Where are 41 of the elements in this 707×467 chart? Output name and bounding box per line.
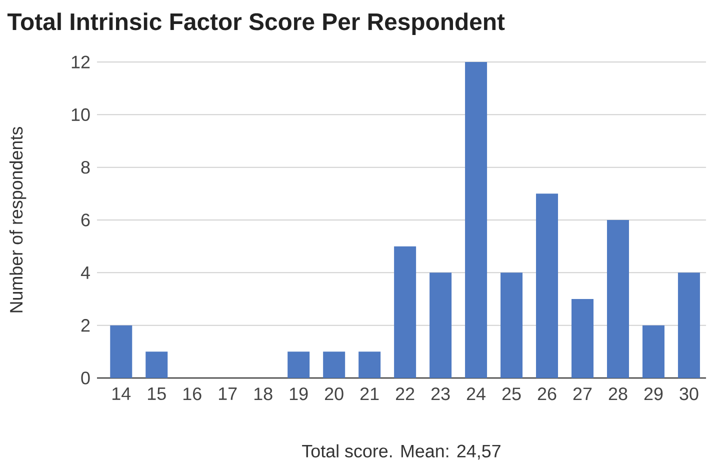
x-tick-label: 26 xyxy=(538,388,556,400)
x-tick-label: 14 xyxy=(112,388,131,400)
bar xyxy=(642,325,664,378)
bar xyxy=(678,272,700,378)
y-axis-title: Number of respondents xyxy=(9,126,26,312)
bar xyxy=(394,246,416,378)
x-tick-label: 15 xyxy=(148,388,166,400)
bar xyxy=(146,352,168,378)
x-tick-label: 17 xyxy=(218,388,237,400)
x-tick-label: 18 xyxy=(254,388,272,400)
x-tick-label: 16 xyxy=(184,388,202,400)
y-tick-label: 4 xyxy=(80,266,90,279)
x-tick-label: 27 xyxy=(573,388,592,400)
x-axis-title: Total score. Mean: 24,57 xyxy=(302,444,500,460)
bar xyxy=(606,220,629,378)
bar xyxy=(572,299,594,378)
x-tick-label: 23 xyxy=(431,388,450,400)
y-tick-label: 8 xyxy=(81,160,90,174)
x-tick-label: 22 xyxy=(396,388,414,400)
bar xyxy=(536,194,558,378)
y-tick-label: 10 xyxy=(72,108,90,122)
chart-title: Total Intrinsic Factor Score Per Respondent xyxy=(7,12,505,35)
bar xyxy=(430,272,452,378)
x-tick-label: 24 xyxy=(466,388,486,400)
x-tick-label: 25 xyxy=(502,388,521,400)
x-tick-label: 20 xyxy=(325,388,344,400)
bar xyxy=(288,352,310,378)
y-tick-label: 0 xyxy=(81,372,90,384)
x-tick-label: 28 xyxy=(608,388,628,400)
x-tick-label: 21 xyxy=(360,388,379,400)
x-tick-label: 29 xyxy=(644,388,663,400)
bar xyxy=(465,62,488,378)
y-tick-label: 2 xyxy=(81,319,90,332)
bar xyxy=(323,352,346,378)
x-tick-label: 30 xyxy=(680,388,698,400)
bar xyxy=(110,325,132,378)
x-tick-label: 19 xyxy=(290,388,308,400)
bar xyxy=(500,272,523,378)
bar xyxy=(358,352,381,378)
y-tick-label: 12 xyxy=(72,56,90,68)
y-tick-label: 6 xyxy=(81,214,90,226)
